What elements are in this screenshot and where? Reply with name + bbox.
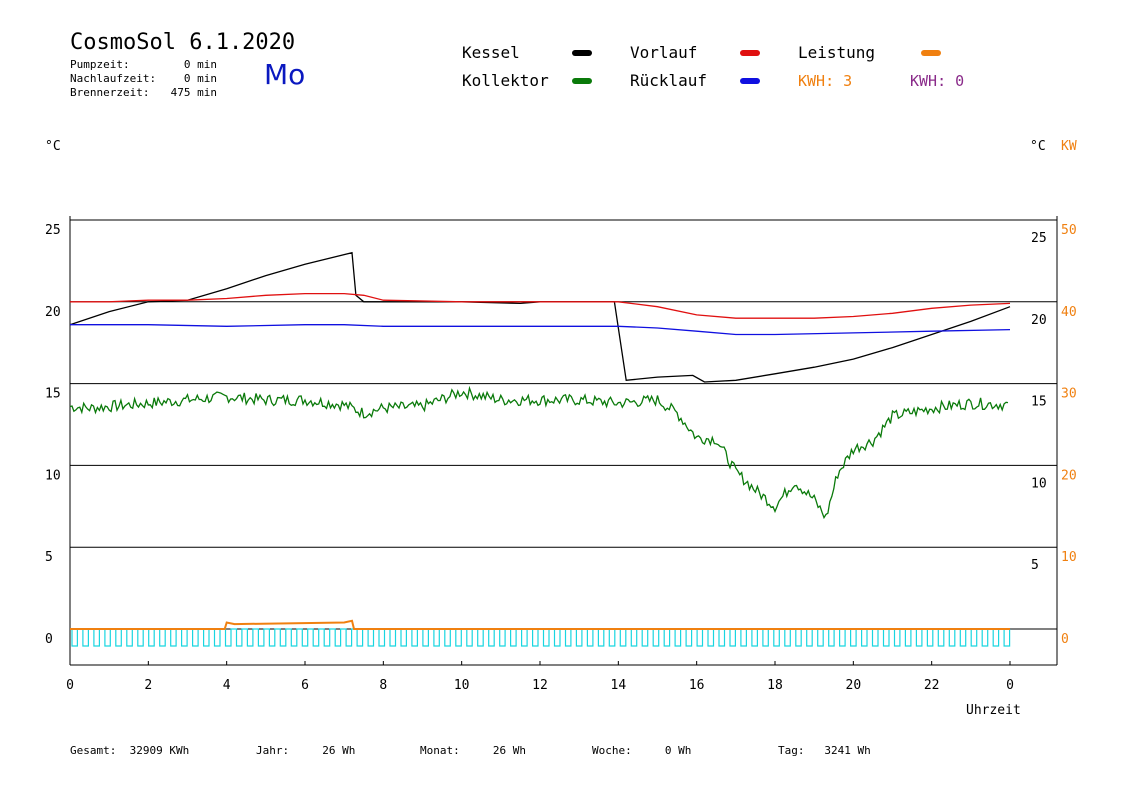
x-axis-label: Uhrzeit	[966, 703, 1021, 718]
footer-monat: Monat: 26 Wh	[420, 744, 526, 757]
y2-tick: 30	[1061, 387, 1077, 402]
chart-grid	[69, 216, 1058, 666]
legend-kollektor-swatch	[572, 78, 592, 84]
footer-tag-label: Tag:	[778, 744, 805, 757]
y-tick-left: 0	[45, 632, 53, 647]
y2-tick: 20	[1061, 468, 1077, 483]
x-tick-label: 6	[301, 678, 309, 693]
y-tick-left: 10	[45, 468, 61, 483]
y-tick-right: 25	[1031, 231, 1047, 246]
legend-kessel-swatch	[572, 50, 592, 56]
y-tick-left: 25	[45, 223, 61, 238]
footer-gesamt: Gesamt: 32909 KWh	[70, 744, 189, 757]
x-tick-label: 4	[223, 678, 231, 693]
x-tick-label: 0	[1006, 678, 1014, 693]
x-tick-label: 16	[689, 678, 705, 693]
y-tick-right: 15	[1031, 395, 1047, 410]
stat-pumpzeit-value: 0 min	[183, 58, 217, 71]
y2-tick: 0	[1061, 632, 1069, 647]
chart-title: CosmoSol 6.1.2020	[70, 30, 296, 55]
legend-ruecklauf-swatch	[740, 78, 760, 84]
series-line-kollektor	[69, 385, 1009, 520]
y-tick-left: 5	[45, 550, 53, 565]
legend-vorlauf-label: Vorlauf	[630, 43, 698, 62]
footer-jahr: Jahr: 26 Wh	[256, 744, 355, 757]
pump-pulses	[70, 628, 1011, 647]
right-axis-unit: °C	[1030, 139, 1046, 154]
series-line-kessel	[69, 251, 1011, 383]
footer-woche: Woche: 0 Wh	[592, 744, 691, 757]
footer-jahr-label: Jahr:	[256, 744, 290, 757]
footer-tag-value: 3241 Wh	[824, 744, 871, 757]
stat-nachlaufzeit-value: 0 min	[183, 72, 217, 85]
legend-leistung-swatch	[921, 50, 941, 56]
y-tick-left: 20	[45, 305, 61, 320]
right-axis-unit-kw: KW	[1061, 139, 1077, 154]
x-tick-label: 12	[532, 678, 548, 693]
kwh-leistung: KWH: 3	[798, 72, 853, 90]
left-axis-unit: °C	[45, 139, 61, 154]
pump-indicator-strip	[70, 628, 1011, 647]
stat-pumpzeit-label: Pumpzeit:	[70, 58, 130, 71]
legend-vorlauf-swatch	[740, 50, 760, 56]
stat-brennerzeit-label: Brennerzeit:	[70, 86, 150, 99]
x-tick-label: 18	[767, 678, 783, 693]
y-tick-right: 10	[1031, 476, 1047, 491]
y-tick-left: 15	[45, 387, 61, 402]
x-tick-label: 2	[144, 678, 152, 693]
series-line-vorlauf	[70, 292, 1011, 319]
footer-gesamt-value: 32909 KWh	[129, 744, 190, 757]
series-lines	[69, 251, 1011, 630]
y2-tick: 10	[1061, 550, 1077, 565]
y-tick-right: 5	[1031, 558, 1039, 573]
y2-tick: 50	[1061, 223, 1077, 238]
x-tick-label: 22	[924, 678, 940, 693]
weekday-label: Mo	[264, 58, 306, 91]
x-tick-label: 14	[611, 678, 627, 693]
footer-woche-label: Woche:	[592, 744, 632, 757]
y2-tick: 40	[1061, 305, 1077, 320]
x-tick-label: 0	[66, 678, 74, 693]
footer-gesamt-label: Gesamt:	[70, 744, 117, 757]
x-tick-label: 20	[846, 678, 862, 693]
footer-tag: Tag: 3241 Wh	[778, 744, 871, 757]
x-tick-label: 8	[379, 678, 387, 693]
axis-ticks: 25 25 50 20 20 40 15 15 30 10 10 20 5 5 10 0 0 0 2 4 6 8 10 12 1…	[45, 223, 1077, 718]
footer-jahr-value: 26 Wh	[322, 744, 356, 757]
series-line-leistung	[70, 619, 1010, 630]
legend-leistung-label: Leistung	[798, 43, 876, 62]
x-tick-label: 10	[454, 678, 470, 693]
series-line-ruecklauf	[70, 324, 1011, 336]
legend-kessel-label: Kessel	[462, 43, 520, 62]
footer-woche-value: 0 Wh	[664, 744, 692, 757]
stat-brennerzeit-value: 475 min	[170, 86, 217, 99]
stat-nachlaufzeit-label: Nachlaufzeit:	[70, 72, 157, 85]
legend-ruecklauf-label: Rücklauf	[630, 71, 708, 90]
footer-monat-label: Monat:	[420, 744, 460, 757]
footer-monat-value: 26 Wh	[492, 744, 526, 757]
y-tick-right: 20	[1031, 313, 1047, 328]
legend-kollektor-label: Kollektor	[462, 71, 549, 90]
kwh-secondary: KWH: 0	[910, 72, 965, 90]
